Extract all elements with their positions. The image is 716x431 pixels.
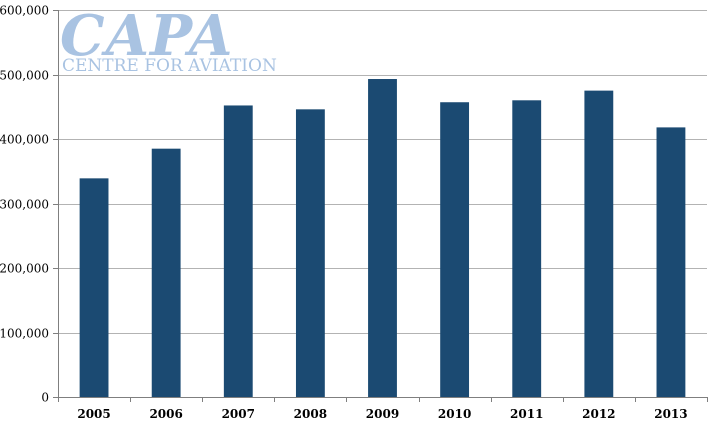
logo-sub-text: CENTRE FOR AVIATION [62,56,277,76]
bar-2006 [151,148,181,397]
y-tick-label: 300,000 [0,198,49,212]
logo-main-text: CAPA [60,3,234,69]
x-tick-label: 2005 [77,407,110,421]
y-axis-tick-labels: 0 100,000 200,000 300,000 400,000 500,000 600,… [0,4,49,405]
y-tick-label: 600,000 [0,4,49,18]
x-axis-tick-labels: 2005 2006 2007 2008 2009 2010 2011 2012 2013 [77,407,687,421]
x-tick-label: 2010 [438,407,471,421]
bars [79,79,686,398]
y-tick-label: 500,000 [0,69,49,83]
x-tick-label: 2006 [149,407,182,421]
bar-2009 [368,79,397,397]
x-tick-label: 2007 [222,407,255,421]
bar-2010 [440,102,470,398]
bar-2005 [79,178,109,397]
bar-2013 [656,127,686,397]
x-tick-label: 2011 [510,407,543,421]
y-tick-label: 400,000 [0,133,49,147]
x-tick-label: 2012 [582,407,615,421]
y-tick-label: 200,000 [0,262,49,276]
axes [53,10,708,402]
x-tick-label: 2008 [294,407,327,421]
bar-2012 [584,90,614,397]
x-tick-label: 2013 [654,407,687,421]
y-tick-label: 0 [41,391,49,405]
bar-2011 [512,100,542,398]
bar-2008 [295,109,325,397]
logo-watermark: CAPA CENTRE FOR AVIATION [60,3,277,76]
bar-2007 [223,105,253,398]
y-tick-label: 100,000 [0,327,49,341]
x-tick-label: 2009 [366,407,399,421]
